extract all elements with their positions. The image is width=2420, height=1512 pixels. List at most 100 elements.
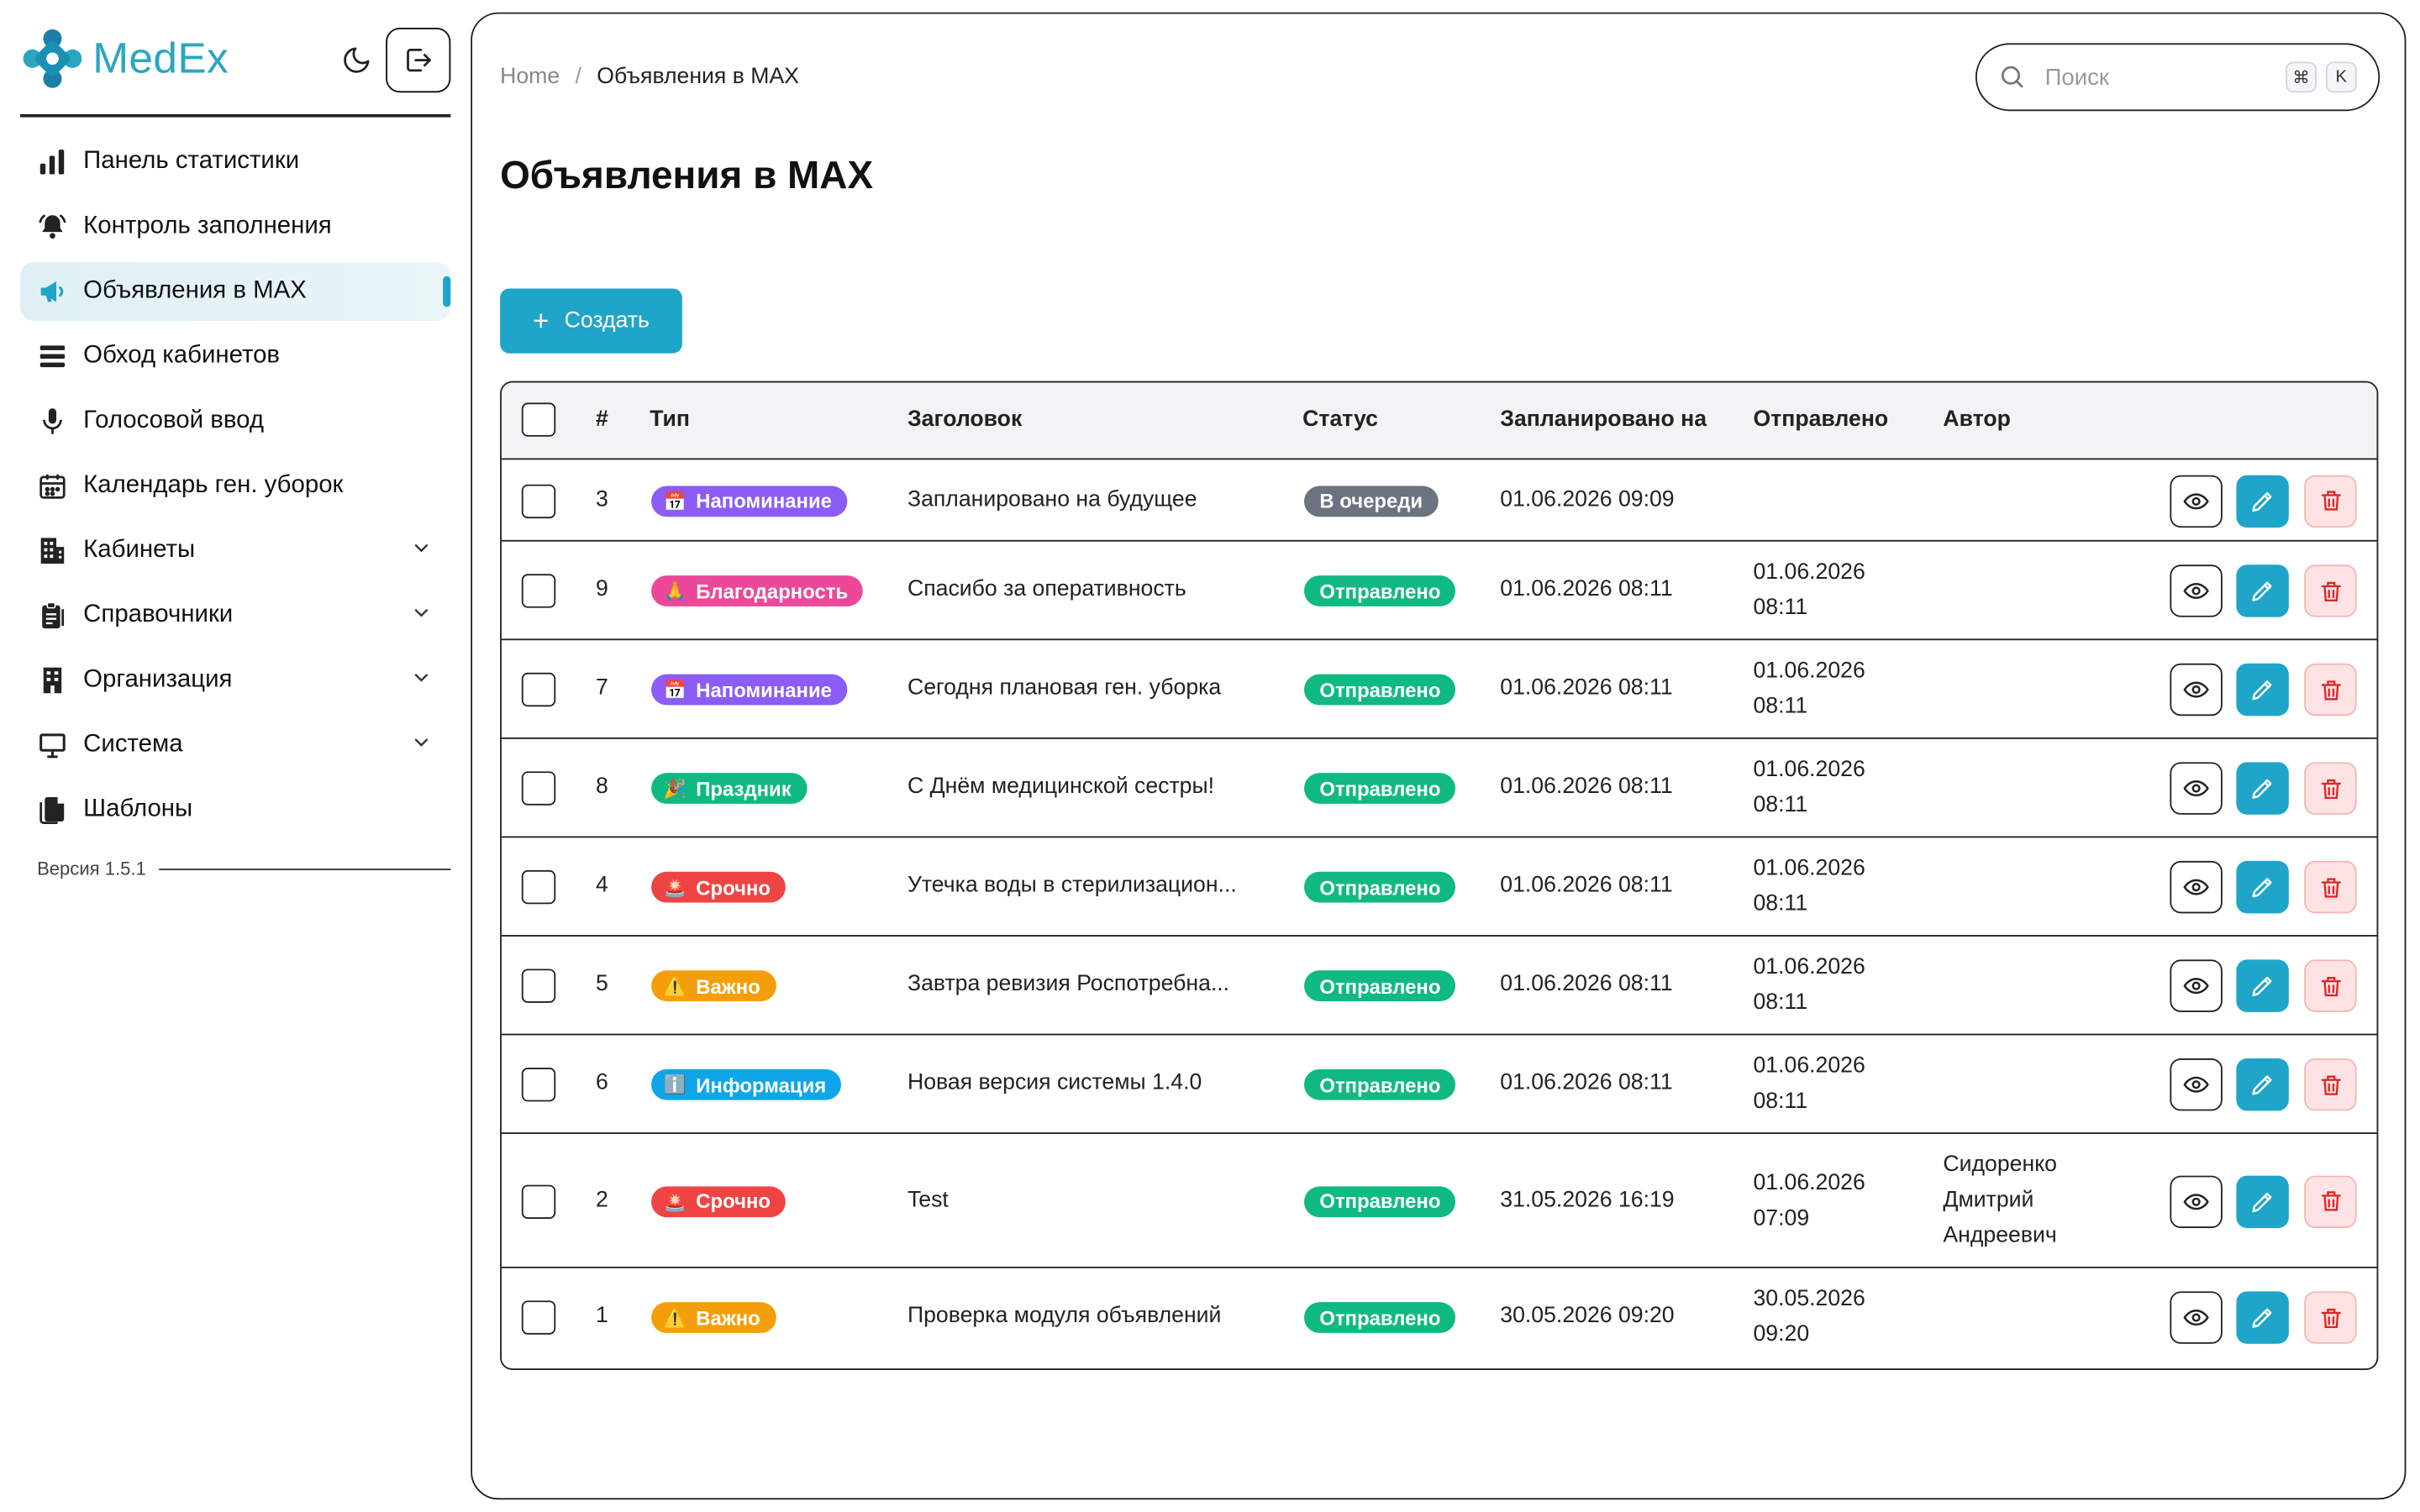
table-row[interactable]: 9 🙏 Благодарность Спасибо за оперативность О… (501, 542, 2377, 641)
delete-button[interactable] (2304, 564, 2357, 617)
announcement-title: Новая версия системы 1.4.0 (907, 1070, 1202, 1096)
row-checkbox[interactable] (521, 574, 556, 608)
layers-icon (37, 341, 68, 372)
eye-icon (2183, 582, 2209, 599)
table-row[interactable]: 1 ⚠️ Важно Проверка модуля объявлений Отправ… (502, 1268, 2377, 1368)
table-row[interactable]: 6 ℹ️ Информация Новая версия системы 1.4.0 О… (501, 1035, 2377, 1134)
view-button[interactable] (2170, 959, 2223, 1012)
view-button[interactable] (2170, 1058, 2223, 1111)
sent-datetime: 01.06.2026 08:11 (1753, 555, 1865, 626)
sidebar-item-templates[interactable]: Шаблоны (20, 780, 450, 839)
edit-button[interactable] (2236, 762, 2289, 815)
breadcrumb-home-link[interactable]: Home (500, 65, 560, 90)
sidebar-item-rounds[interactable]: Обход кабинетов (20, 327, 450, 386)
view-button[interactable] (2170, 564, 2223, 617)
edit-button[interactable] (2236, 959, 2289, 1012)
theme-toggle-button[interactable] (336, 40, 376, 81)
table-row[interactable]: 3 📅 Напоминание Запланировано на будущее В о… (501, 459, 2377, 542)
row-number: 3 (595, 486, 608, 512)
row-number: 9 (595, 576, 608, 602)
sidebar-item-directories[interactable]: Справочники (20, 586, 450, 645)
sent-time: 08:11 (1753, 990, 1808, 1016)
sidebar-item-label: Организация (83, 666, 233, 693)
sent-date: 01.06.2026 (1753, 757, 1865, 783)
announcement-title: Спасибо за оперативность (907, 576, 1186, 602)
row-checkbox[interactable] (521, 1300, 556, 1335)
bar-chart-icon (37, 146, 68, 177)
row-checkbox[interactable] (521, 869, 556, 905)
sent-datetime: 01.06.2026 08:11 (1753, 950, 1865, 1021)
eye-icon (2183, 1193, 2209, 1210)
delete-button[interactable] (2304, 762, 2357, 815)
view-button[interactable] (2170, 474, 2223, 528)
scheduled-datetime: 30.05.2026 09:20 (1500, 1304, 1675, 1329)
megaphone-icon (37, 276, 68, 307)
edit-button[interactable] (2236, 1058, 2289, 1111)
view-button[interactable] (2170, 860, 2223, 914)
type-label: Праздник (696, 776, 792, 801)
chevron-down-icon (414, 674, 429, 682)
delete-button[interactable] (2304, 1058, 2357, 1111)
sidebar-item-fill-control[interactable]: Контроль заполнения (20, 197, 450, 256)
create-button[interactable]: + Создать (500, 288, 682, 354)
pencil-icon (2252, 976, 2272, 996)
sent-time: 08:11 (1753, 595, 1808, 621)
view-button[interactable] (2170, 762, 2223, 815)
breadcrumb-current: Объявления в MAX (597, 65, 800, 90)
table-row[interactable]: 7 📅 Напоминание Сегодня плановая ген. уборк… (501, 640, 2377, 739)
edit-button[interactable] (2236, 564, 2289, 617)
edit-button[interactable] (2236, 663, 2289, 717)
delete-button[interactable] (2304, 959, 2357, 1012)
scheduled-datetime: 01.06.2026 08:11 (1500, 774, 1673, 800)
sidebar-item-statistics[interactable]: Панель статистики (20, 133, 450, 192)
edit-button[interactable] (2236, 1291, 2289, 1344)
column-header-sent: Отправлено (1753, 407, 1889, 433)
shortcut-cmd-key: ⌘ (2286, 61, 2317, 93)
view-button[interactable] (2170, 663, 2223, 717)
column-header-num: # (595, 407, 608, 433)
sent-datetime: 01.06.2026 08:11 (1753, 1049, 1865, 1120)
row-checkbox[interactable] (521, 771, 556, 806)
row-checkbox[interactable] (521, 672, 556, 707)
table-row[interactable]: 5 ⚠️ Важно Завтра ревизия Роспотребна... Отп… (501, 937, 2377, 1036)
delete-button[interactable] (2304, 1174, 2357, 1228)
view-button[interactable] (2170, 1291, 2223, 1344)
sidebar-item-cleaning-calendar[interactable]: Календарь ген. уборок (20, 457, 450, 516)
select-all-checkbox[interactable] (521, 402, 556, 437)
sidebar-item-voice-input[interactable]: Голосовой ввод (20, 392, 450, 451)
sidebar-item-organization[interactable]: Организация (20, 651, 450, 710)
view-button[interactable] (2170, 1174, 2223, 1228)
delete-button[interactable] (2304, 474, 2357, 528)
calendar-icon (37, 470, 68, 501)
sent-datetime: 01.06.2026 08:11 (1753, 852, 1865, 922)
edit-button[interactable] (2236, 474, 2289, 528)
delete-button[interactable] (2304, 1291, 2357, 1344)
announcement-title: Проверка модуля объявлений (907, 1304, 1222, 1329)
row-checkbox[interactable] (521, 969, 556, 1003)
author-name-part: Андреевич (1943, 1223, 2057, 1248)
delete-button[interactable] (2304, 663, 2357, 717)
table-row[interactable]: 2 🚨 Срочно Test Отправлено 31.05.2026 16:19 01… (501, 1134, 2377, 1268)
logout-button[interactable] (386, 28, 451, 93)
column-header-scheduled: Запланировано на (1500, 407, 1707, 433)
row-checkbox[interactable] (521, 1184, 556, 1219)
table-row[interactable]: 8 🎉 Праздник С Днём медицинской сестры! Отпр… (501, 739, 2377, 838)
edit-button[interactable] (2236, 860, 2289, 914)
sidebar-item-announcements[interactable]: Объявления в MAX (19, 262, 451, 322)
type-label: Информация (696, 1073, 827, 1096)
edit-button[interactable] (2236, 1174, 2289, 1228)
sidebar-item-system[interactable]: Система (20, 716, 450, 774)
search-input[interactable]: Поиск ⌘ K (1975, 43, 2381, 112)
type-badge: 🚨 Срочно (651, 871, 786, 903)
row-checkbox[interactable] (521, 1067, 556, 1102)
table-row[interactable]: 4 🚨 Срочно Утечка воды в стерилизацион... От… (501, 837, 2377, 937)
announcements-table: # Тип Заголовок Статус Запланировано на … (500, 381, 2379, 1370)
logo[interactable]: MedEx (22, 28, 229, 89)
chevron-down-icon (414, 544, 429, 553)
announcement-title: С Днём медицинской сестры! (907, 774, 1215, 800)
delete-button[interactable] (2304, 860, 2357, 914)
trash-icon (2320, 580, 2340, 601)
sidebar-item-cabinets[interactable]: Кабинеты (20, 522, 450, 580)
type-emoji: ℹ️ (663, 1074, 687, 1096)
row-checkbox[interactable] (521, 483, 556, 518)
